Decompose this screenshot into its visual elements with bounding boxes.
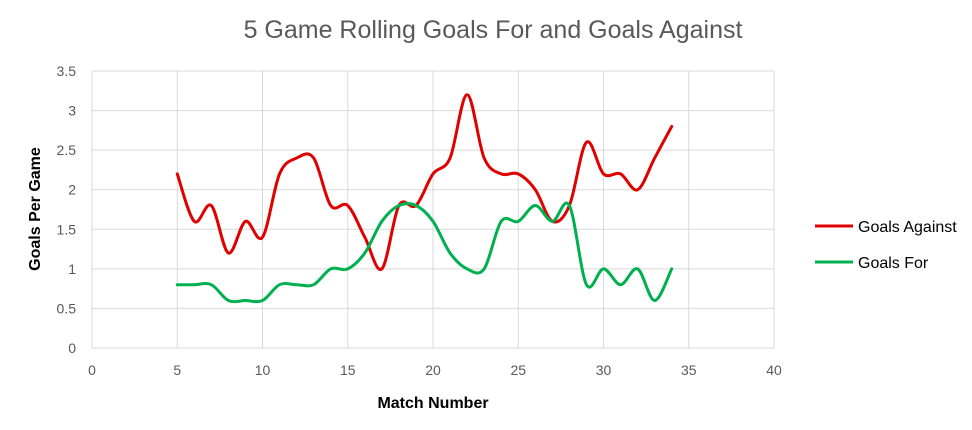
legend: Goals Against Goals For xyxy=(815,219,957,272)
x-tick-label: 20 xyxy=(425,362,441,378)
series-line-goals-against xyxy=(175,93,674,271)
y-tick-label: 0.5 xyxy=(57,300,77,316)
series-line-goals-for xyxy=(175,201,674,304)
x-tick-label: 30 xyxy=(596,362,612,378)
y-tick-label: 3 xyxy=(68,103,76,119)
legend-label-goals-for: Goals For xyxy=(858,255,929,272)
x-tick-label: 15 xyxy=(340,362,356,378)
x-tick-label: 40 xyxy=(766,362,782,378)
x-tick-label: 35 xyxy=(681,362,697,378)
x-tick-label: 25 xyxy=(510,362,526,378)
x-axis-title: Match Number xyxy=(377,395,488,412)
y-axis-ticks: 0 0.5 1 1.5 2 2.5 3 3.5 xyxy=(57,63,77,356)
x-tick-label: 10 xyxy=(255,362,271,378)
legend-label-goals-against: Goals Against xyxy=(858,219,957,236)
y-tick-label: 3.5 xyxy=(57,63,77,79)
series-lines xyxy=(175,93,674,304)
y-tick-label: 1 xyxy=(68,261,76,277)
y-tick-label: 1.5 xyxy=(57,221,77,237)
chart-title: 5 Game Rolling Goals For and Goals Again… xyxy=(244,16,743,44)
y-axis-title: Goals Per Game xyxy=(27,147,44,271)
y-tick-label: 2.5 xyxy=(57,142,77,158)
x-tick-label: 0 xyxy=(88,362,96,378)
x-tick-label: 5 xyxy=(173,362,181,378)
gridlines xyxy=(91,70,775,349)
y-tick-label: 0 xyxy=(68,340,76,356)
x-axis-ticks: 0 5 10 15 20 25 30 35 40 xyxy=(88,362,782,378)
y-tick-label: 2 xyxy=(68,182,76,198)
